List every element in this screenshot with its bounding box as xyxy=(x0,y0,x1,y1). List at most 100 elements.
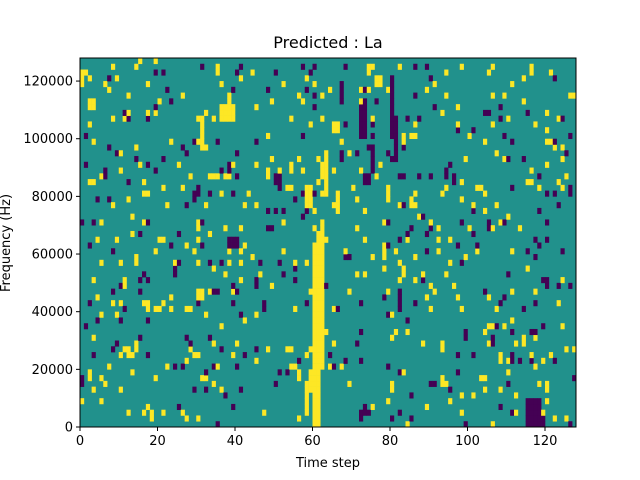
heatmap-cell xyxy=(262,409,267,416)
heatmap-cell xyxy=(343,357,348,364)
heatmap-cell xyxy=(266,167,271,174)
heatmap-cell xyxy=(304,259,309,266)
heatmap-cell xyxy=(537,415,542,422)
heatmap-cell xyxy=(320,254,325,261)
heatmap-cell xyxy=(196,219,201,226)
heatmap-cell xyxy=(320,288,325,295)
heatmap-cell xyxy=(87,75,92,82)
heatmap-cell xyxy=(405,328,410,336)
heatmap-cell xyxy=(362,109,368,116)
heatmap-cell xyxy=(393,115,399,122)
heatmap-cell xyxy=(134,346,139,353)
heatmap-cell xyxy=(223,109,228,116)
heatmap-cell xyxy=(126,409,131,416)
heatmap-cell xyxy=(386,311,391,318)
heatmap-cell xyxy=(145,109,151,116)
heatmap-cell xyxy=(483,109,488,116)
heatmap-cell xyxy=(366,144,371,151)
heatmap-cell xyxy=(293,305,298,312)
heatmap-cell xyxy=(297,415,302,422)
heatmap-cell xyxy=(490,121,495,128)
heatmap-cell xyxy=(165,363,170,370)
heatmap-cell xyxy=(409,132,414,140)
heatmap-cell xyxy=(145,403,151,411)
heatmap-cell xyxy=(316,346,321,353)
heatmap-cell xyxy=(254,357,259,364)
heatmap-cell xyxy=(529,328,534,336)
heatmap-cell xyxy=(238,277,244,284)
heatmap-cell xyxy=(320,300,325,307)
heatmap-cell xyxy=(320,305,325,312)
heatmap-cell xyxy=(316,386,321,393)
heatmap-cell xyxy=(312,421,317,428)
heatmap-cell xyxy=(545,236,550,243)
heatmap-cell xyxy=(122,115,127,122)
heatmap-cell xyxy=(153,248,158,255)
heatmap-cell xyxy=(486,340,492,347)
heatmap-cell xyxy=(382,219,387,226)
heatmap-cell xyxy=(153,104,158,111)
heatmap-cell xyxy=(312,346,317,353)
heatmap-cell xyxy=(359,109,364,116)
heatmap-cell xyxy=(273,380,278,387)
heatmap-cell xyxy=(204,144,209,151)
heatmap-cell xyxy=(483,190,488,197)
heatmap-cell xyxy=(483,138,488,145)
heatmap-cell xyxy=(467,225,472,232)
heatmap-cell xyxy=(374,98,379,105)
heatmap-cell xyxy=(324,167,329,174)
heatmap-cell xyxy=(91,179,96,186)
heatmap-cell xyxy=(176,161,182,168)
heatmap-cell xyxy=(308,375,313,382)
heatmap-cell xyxy=(455,242,461,249)
heatmap-cell xyxy=(444,167,449,174)
heatmap-cell xyxy=(157,305,162,312)
heatmap-cell xyxy=(122,305,127,312)
heatmap-cell xyxy=(273,179,278,186)
heatmap-cell xyxy=(231,86,236,93)
heatmap-cell xyxy=(254,202,259,209)
heatmap-cell xyxy=(440,380,445,387)
heatmap-cell xyxy=(316,409,321,416)
heatmap-cell xyxy=(111,202,116,209)
heatmap-cell xyxy=(238,386,244,393)
heatmap-cell xyxy=(169,138,174,145)
heatmap-cell xyxy=(529,421,534,428)
heatmap-cell xyxy=(564,415,569,422)
heatmap-cell xyxy=(316,230,321,238)
heatmap-cell xyxy=(537,173,542,180)
heatmap-cell xyxy=(556,202,561,209)
heatmap-cell xyxy=(560,248,565,255)
heatmap-cell xyxy=(277,179,282,186)
heatmap-cell xyxy=(339,138,344,145)
heatmap-cell xyxy=(308,184,313,191)
heatmap-cell xyxy=(153,305,158,312)
heatmap-cell xyxy=(424,230,430,238)
heatmap-cell xyxy=(393,132,399,140)
heatmap-cell xyxy=(413,132,418,140)
heatmap-cell xyxy=(440,190,445,197)
heatmap-cell xyxy=(324,161,329,168)
heatmap-cell xyxy=(459,179,464,186)
heatmap-cell xyxy=(114,311,120,318)
heatmap-cell xyxy=(490,334,495,341)
heatmap-cell xyxy=(498,352,503,359)
heatmap-cell xyxy=(564,346,569,353)
heatmap-cell xyxy=(161,69,166,76)
heatmap-cell xyxy=(169,294,174,301)
heatmap-cell xyxy=(111,248,116,255)
heatmap-cell xyxy=(80,380,85,387)
heatmap-cell xyxy=(254,277,259,284)
heatmap-cell xyxy=(297,156,302,163)
heatmap-cell xyxy=(219,190,224,197)
heatmap-cell xyxy=(471,127,476,134)
heatmap-cell xyxy=(455,127,461,134)
heatmap-cell xyxy=(525,265,530,272)
heatmap-cell xyxy=(525,409,530,416)
heatmap-cell xyxy=(510,248,515,255)
heatmap-cell xyxy=(390,121,395,128)
heatmap-cell xyxy=(304,398,309,405)
heatmap-cell xyxy=(223,173,228,180)
heatmap-cell xyxy=(176,259,182,266)
heatmap-cell xyxy=(118,259,123,266)
